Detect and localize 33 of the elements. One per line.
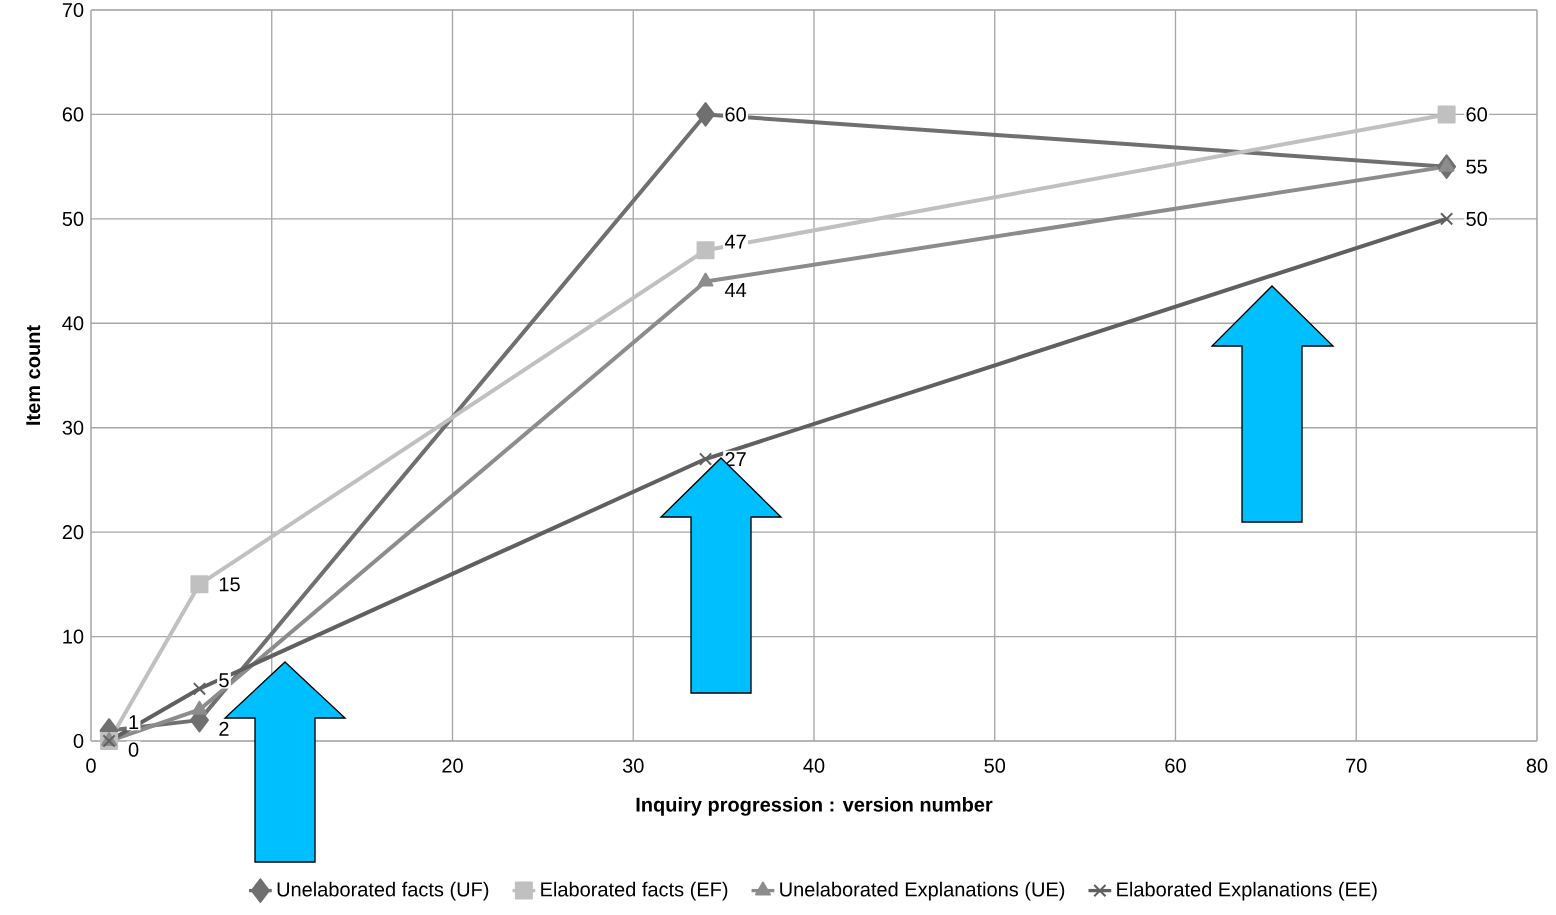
x-tick-label: 30 [622,758,644,773]
y-tick-label: 10 [63,629,84,644]
x-tick-label: 40 [803,758,825,773]
data-label: 50 [1466,211,1487,226]
data-label: 60 [725,107,746,122]
y-tick-label: 30 [62,420,84,435]
legend-label: Unelaborated facts (UF) [277,881,489,901]
data-label: 44 [724,283,747,297]
legend-label: Unelaborated Explanations (UE) [780,881,1065,901]
data-label: 1 [129,715,139,729]
x-tick-label: 70 [1346,758,1367,773]
y-axis-title: Item count [26,325,41,425]
y-tick-label: 50 [62,211,84,226]
data-label: 2 [219,721,229,736]
x-axis-title: Inquiry progression : version number [636,797,993,816]
y-tick-label: 40 [62,316,84,331]
data-label: 47 [724,234,746,249]
x-tick-label: 0 [86,758,96,773]
data-label: 5 [219,673,229,688]
y-tick-label: 70 [62,2,84,18]
data-label: 60 [1466,107,1487,122]
data-label: 0 [128,742,139,757]
x-tick-label: 80 [1526,758,1548,773]
y-tick-label: 60 [62,107,84,122]
data-label: 55 [1466,159,1487,174]
y-tick-label: 20 [62,525,84,540]
x-tick-label: 50 [984,758,1006,773]
x-tick-label: 60 [1165,758,1186,773]
legend-label: Elaborated Explanations (EE) [1117,881,1377,901]
x-tick-label: 20 [442,758,463,773]
y-tick-label: 0 [73,733,84,749]
legend-label: Elaborated facts (EF) [541,881,728,901]
data-label: 15 [219,577,240,592]
